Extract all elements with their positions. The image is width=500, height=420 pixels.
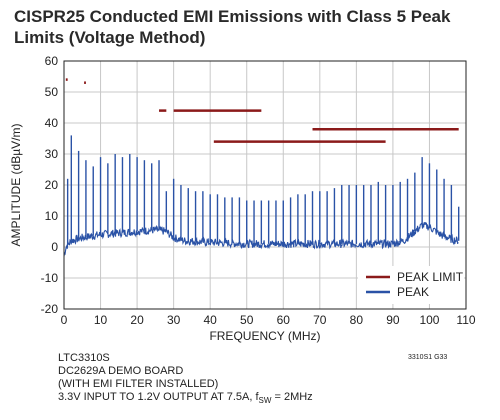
y-tick-label: -10 — [41, 271, 59, 285]
x-tick-label: 40 — [204, 313, 218, 327]
y-tick-label: -20 — [41, 302, 59, 316]
footnote-text: 3.3V INPUT TO 1.2V OUTPUT AT 7.5A, f — [58, 391, 259, 403]
plot-frame — [63, 60, 467, 310]
footnote-line: (WITH EMI FILTER INSTALLED) — [58, 378, 219, 390]
x-tick-label: 30 — [167, 313, 181, 327]
legend-label-peak-limit: PEAK LIMIT — [397, 270, 464, 284]
x-tick-label: 0 — [61, 313, 68, 327]
footnote-line: DC2629A DEMO BOARD — [58, 365, 184, 377]
footnote: LTC3310S DC2629A DEMO BOARD (WITH EMI FI… — [58, 352, 313, 407]
footnote-line: LTC3310S — [58, 352, 110, 364]
x-tick-label: 50 — [240, 313, 254, 327]
x-tick-label: 10 — [94, 313, 108, 327]
x-tick-label: 60 — [277, 313, 291, 327]
x-tick-label: 90 — [386, 313, 400, 327]
footnote-subscript: SW — [258, 396, 272, 406]
y-tick-label: 60 — [45, 54, 59, 68]
x-axis-title: FREQUENCY (MHz) — [209, 329, 320, 343]
y-tick-label: 20 — [45, 178, 59, 192]
legend-background — [358, 266, 464, 304]
data-layer — [63, 78, 460, 257]
chart-title: CISPR25 Conducted EMI Emissions with Cla… — [14, 7, 451, 47]
x-tick-label: 100 — [419, 313, 439, 327]
legend-label-peak: PEAK — [397, 285, 429, 299]
x-tick-label: 20 — [130, 313, 144, 327]
x-tick-label: 80 — [350, 313, 364, 327]
footnote-text: = 2MHz — [271, 391, 313, 403]
y-tick-label: 40 — [45, 116, 59, 130]
y-axis-title: AMPLITUDE (dBµV/m) — [9, 124, 23, 247]
x-tick-label: 110 — [456, 313, 475, 327]
tick-labels: 0 10 20 30 40 50 60 70 80 90 100 110 -20 -10 0 10 20 30 40… — [41, 54, 476, 327]
y-tick-label: 0 — [51, 240, 58, 254]
figure-code: 3310S1 G33 — [408, 354, 448, 361]
y-tick-label: 10 — [45, 209, 59, 223]
footnote-line: 3.3V INPUT TO 1.2V OUTPUT AT 7.5A, fSW =… — [58, 391, 313, 407]
x-tick-label: 70 — [313, 313, 327, 327]
legend: PEAK LIMIT PEAK — [358, 266, 464, 304]
y-tick-label: 50 — [45, 85, 59, 99]
y-tick-label: 30 — [45, 147, 59, 161]
